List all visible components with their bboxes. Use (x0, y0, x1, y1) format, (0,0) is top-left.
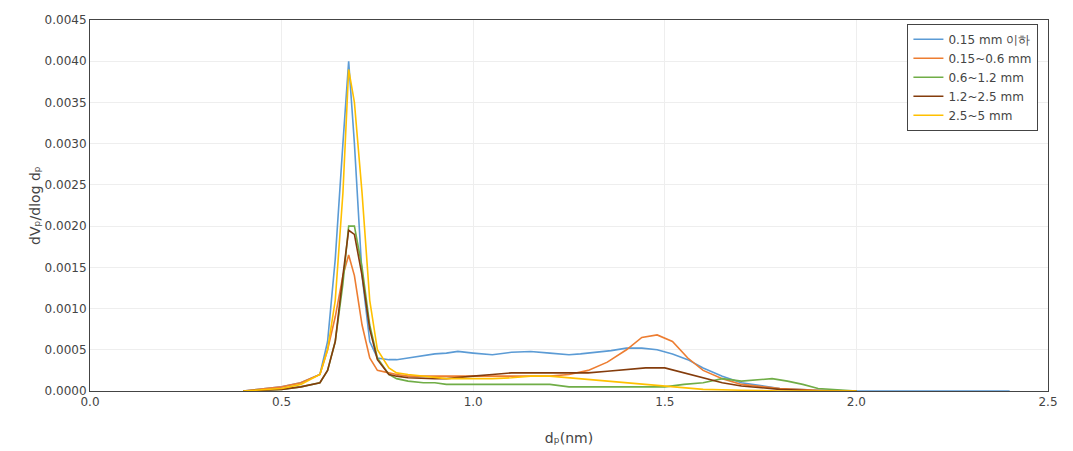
svg-text:0.0000: 0.0000 (45, 384, 87, 398)
svg-text:0.5: 0.5 (272, 395, 291, 409)
svg-text:0.15 mm 이하: 0.15 mm 이하 (948, 33, 1030, 47)
svg-text:0.0025: 0.0025 (45, 178, 87, 192)
svg-text:0.15~0.6 mm: 0.15~0.6 mm (948, 52, 1031, 66)
svg-text:0.0: 0.0 (80, 395, 99, 409)
svg-text:0.0015: 0.0015 (45, 261, 87, 275)
svg-text:0.0045: 0.0045 (45, 13, 87, 27)
svg-text:2.5: 2.5 (1038, 395, 1057, 409)
svg-text:0.0030: 0.0030 (45, 137, 87, 151)
svg-text:0.0010: 0.0010 (45, 302, 87, 316)
svg-text:2.5~5 mm: 2.5~5 mm (948, 109, 1012, 123)
svg-text:0.0020: 0.0020 (45, 219, 87, 233)
svg-text:0.0035: 0.0035 (45, 96, 87, 110)
svg-text:0.0005: 0.0005 (45, 343, 87, 357)
svg-text:dVₚ/dlog dₚ: dVₚ/dlog dₚ (27, 166, 43, 245)
svg-text:0.6~1.2 mm: 0.6~1.2 mm (948, 71, 1023, 85)
svg-text:1.2~2.5 mm: 1.2~2.5 mm (948, 90, 1023, 104)
svg-text:0.0040: 0.0040 (45, 54, 87, 68)
svg-text:1.0: 1.0 (464, 395, 483, 409)
svg-text:1.5: 1.5 (655, 395, 674, 409)
svg-text:2.0: 2.0 (847, 395, 866, 409)
svg-text:dₚ(nm): dₚ(nm) (545, 430, 593, 446)
